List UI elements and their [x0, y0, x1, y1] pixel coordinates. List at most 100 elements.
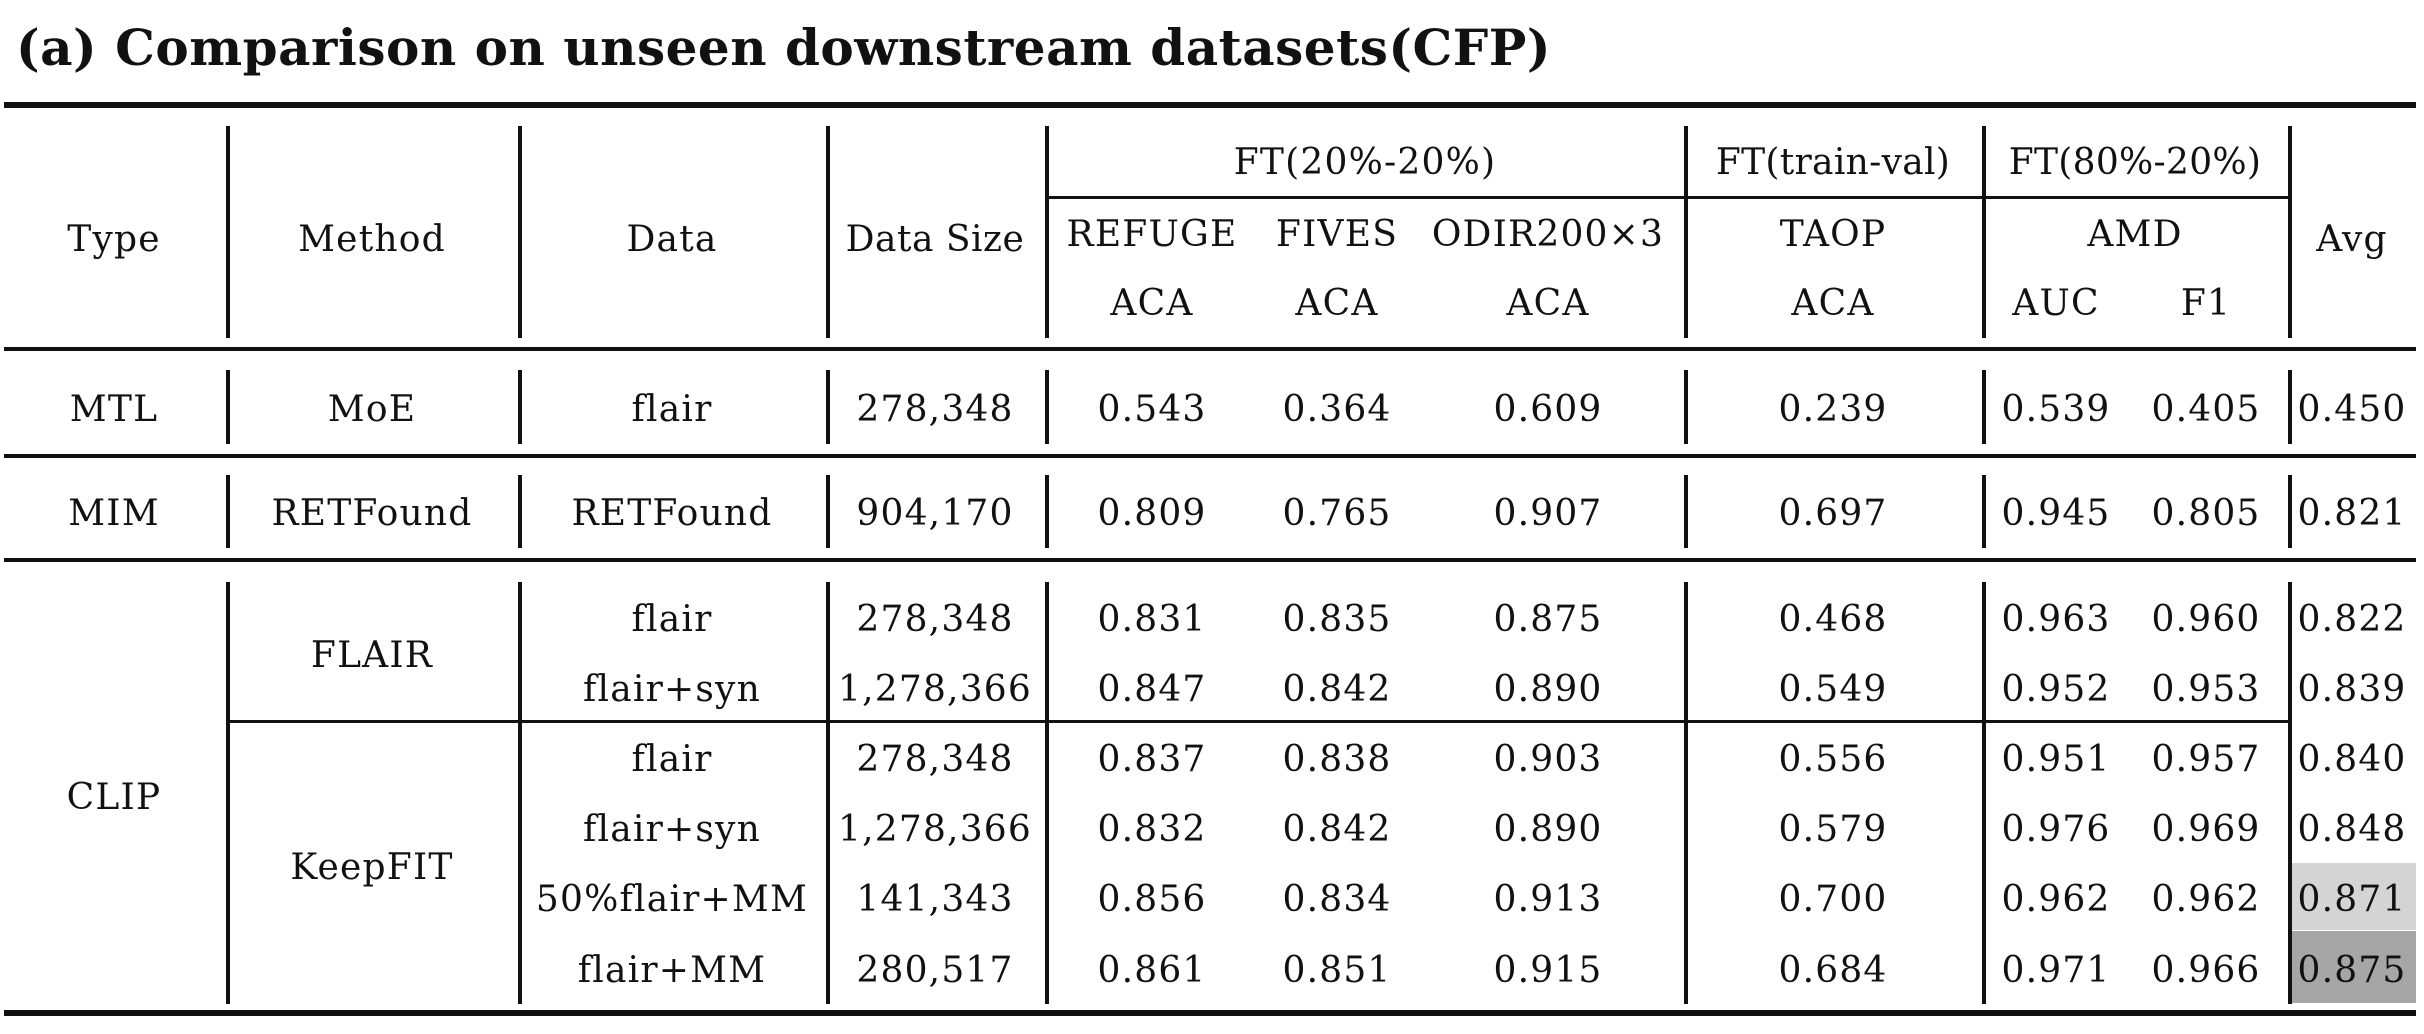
- header-rule: [4, 347, 2416, 351]
- row-4-value-3: 0.556: [1778, 738, 1888, 780]
- col-divider-header-0: [226, 126, 230, 338]
- row-4-data: flair: [631, 738, 713, 780]
- row-5-value-0: 0.832: [1097, 808, 1207, 850]
- row-2-value-0: 0.831: [1097, 598, 1207, 640]
- method-flair: FLAIR: [310, 634, 434, 676]
- row-3-data: flair+syn: [583, 668, 761, 710]
- col-divider-mtl-6: [2288, 370, 2292, 444]
- header-data: Data: [626, 218, 718, 260]
- col-divider-mtl-1: [518, 370, 522, 444]
- row-2-value-5: 0.960: [2151, 598, 2261, 640]
- header-avg: Avg: [2316, 218, 2388, 260]
- row-2-value-3: 0.468: [1778, 598, 1888, 640]
- row-3-value-5: 0.953: [2151, 668, 2261, 710]
- header-group-ft-80-20: FT(80%-20%): [2008, 141, 2262, 183]
- row-5-value-5: 0.969: [2151, 808, 2261, 850]
- row-4-size: 278,348: [856, 738, 1014, 780]
- row-7-value-2: 0.915: [1493, 949, 1603, 991]
- col-divider-mtl-3: [1045, 370, 1049, 444]
- col-divider-mim-0: [226, 475, 230, 548]
- row-3-value-4: 0.952: [2001, 668, 2111, 710]
- col-divider-clip-6: [2288, 582, 2292, 1004]
- header-dataset-odir: ODIR200×3: [1431, 213, 1665, 255]
- header-metric-3: ACA: [1791, 282, 1875, 324]
- row-2-avg: 0.822: [2297, 598, 2407, 640]
- top-rule: [4, 102, 2416, 108]
- row-2-size: 278,348: [856, 598, 1014, 640]
- row-1-value-0: 0.809: [1097, 492, 1207, 534]
- row-0-value-4: 0.539: [2001, 388, 2111, 430]
- row-4-avg: 0.840: [2297, 738, 2407, 780]
- row-3-size: 1,278,366: [837, 668, 1033, 710]
- col-divider-clip-5: [1982, 582, 1986, 1004]
- row-7-value-0: 0.861: [1097, 949, 1207, 991]
- col-divider-mim-2: [826, 475, 830, 548]
- header-group-ft-train-val: FT(train-val): [1715, 141, 1951, 183]
- row-5-value-1: 0.842: [1282, 808, 1392, 850]
- col-divider-mim-4: [1684, 475, 1688, 548]
- row-0-size: 278,348: [856, 388, 1014, 430]
- header-data-size: Data Size: [845, 218, 1025, 260]
- row-6-avg: 0.871: [2297, 878, 2407, 920]
- col-divider-header-1: [518, 126, 522, 338]
- row-7-value-3: 0.684: [1778, 949, 1888, 991]
- row-6-value-5: 0.962: [2151, 878, 2261, 920]
- row-5-value-2: 0.890: [1493, 808, 1603, 850]
- header-metric-5: F1: [2180, 282, 2232, 324]
- table-caption: (a) Comparison on unseen downstream data…: [16, 18, 1552, 77]
- row-3-value-3: 0.549: [1778, 668, 1888, 710]
- header-metric-4: AUC: [2012, 282, 2100, 324]
- row-5-data: flair+syn: [583, 808, 761, 850]
- row-4-value-0: 0.837: [1097, 738, 1207, 780]
- row-7-value-4: 0.971: [2001, 949, 2111, 991]
- row-5-size: 1,278,366: [837, 808, 1033, 850]
- col-divider-clip-0: [226, 582, 230, 1004]
- header-group-ft-20-20: FT(20%-20%): [1233, 141, 1497, 183]
- row-2-value-2: 0.875: [1493, 598, 1603, 640]
- col-divider-clip-2: [826, 582, 830, 1004]
- row-7-value-5: 0.966: [2151, 949, 2261, 991]
- row-6-value-0: 0.856: [1097, 878, 1207, 920]
- row-4-value-2: 0.903: [1493, 738, 1603, 780]
- col-divider-clip-1: [518, 582, 522, 1004]
- row-6-value-4: 0.962: [2001, 878, 2111, 920]
- method-keepfit: KeepFIT: [290, 846, 454, 888]
- col-divider-header-5: [1982, 126, 1986, 338]
- method-retfound: RETFound: [271, 492, 473, 534]
- avg-second-best-shading: [2292, 863, 2416, 930]
- bottom-rule: [4, 1010, 2416, 1016]
- row-1-value-5: 0.805: [2151, 492, 2261, 534]
- type-clip: CLIP: [66, 776, 162, 818]
- row-0-value-3: 0.239: [1778, 388, 1888, 430]
- col-divider-header-6: [2288, 126, 2292, 338]
- col-divider-mim-1: [518, 475, 522, 548]
- header-dataset-amd: AMD: [2087, 213, 2183, 255]
- row-4-value-1: 0.838: [1282, 738, 1392, 780]
- header-type: Type: [67, 218, 161, 260]
- col-divider-mim-5: [1982, 475, 1986, 548]
- row-6-value-1: 0.834: [1282, 878, 1392, 920]
- row-1-value-4: 0.945: [2001, 492, 2111, 534]
- col-divider-clip-3: [1045, 582, 1049, 1004]
- col-divider-mim-3: [1045, 475, 1049, 548]
- header-dataset-refuge: REFUGE: [1066, 213, 1238, 255]
- row-7-data: flair+MM: [577, 949, 767, 991]
- row-4-value-5: 0.957: [2151, 738, 2261, 780]
- row-5-avg: 0.848: [2297, 808, 2407, 850]
- row-1-avg: 0.821: [2297, 492, 2407, 534]
- row-1-data: RETFound: [571, 492, 773, 534]
- method-moe: MoE: [327, 388, 417, 430]
- header-dataset-fives: FIVES: [1275, 213, 1399, 255]
- row-3-value-2: 0.890: [1493, 668, 1603, 710]
- avg-best-shading: [2292, 931, 2416, 1003]
- header-dataset-taop: TAOP: [1779, 213, 1887, 255]
- header-metric-0: ACA: [1110, 282, 1194, 324]
- col-divider-header-3: [1045, 126, 1049, 338]
- row-0-value-5: 0.405: [2151, 388, 2261, 430]
- group-underline: [1045, 196, 2288, 199]
- row-2-data: flair: [631, 598, 713, 640]
- row-7-avg: 0.875: [2297, 949, 2407, 991]
- header-method: Method: [298, 218, 446, 260]
- col-divider-mim-6: [2288, 475, 2292, 548]
- row-1-value-1: 0.765: [1282, 492, 1392, 534]
